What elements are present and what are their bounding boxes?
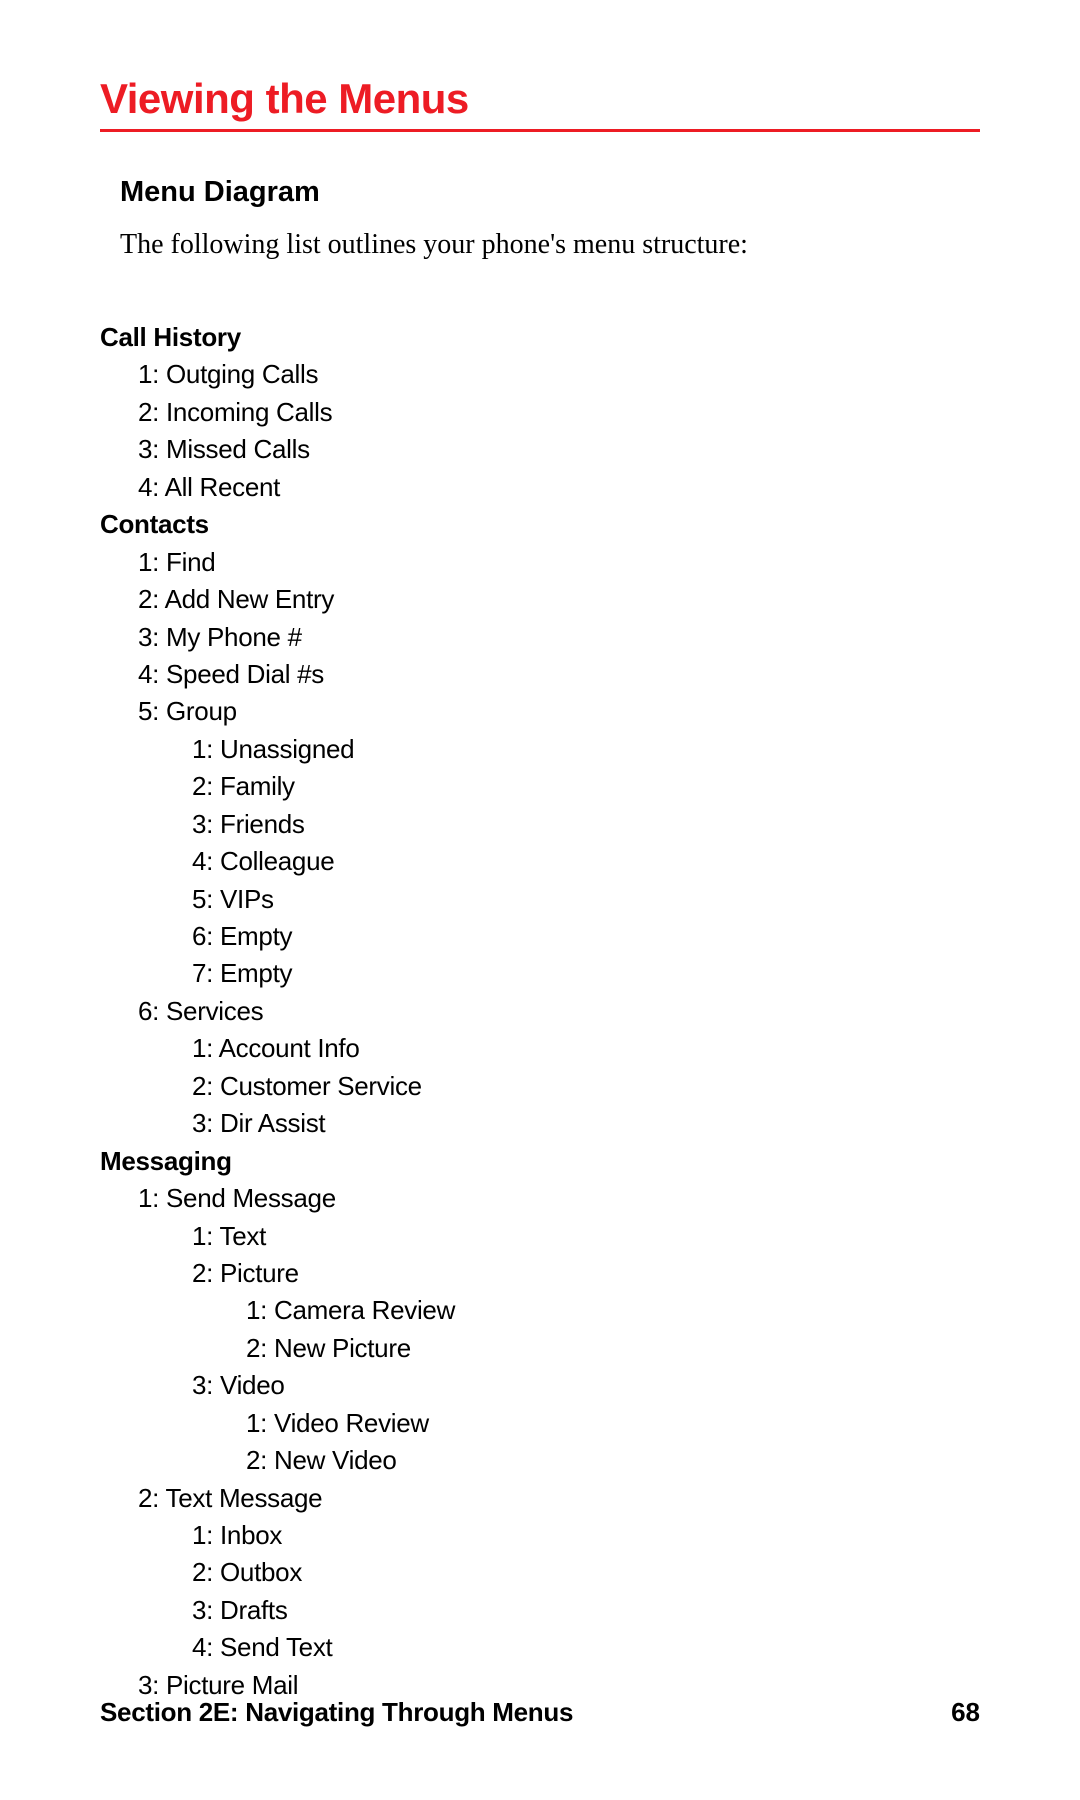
menu-item: 4: All Recent bbox=[138, 469, 980, 506]
menu-item: 3: Friends bbox=[192, 806, 980, 843]
footer-page-number: 68 bbox=[951, 1697, 980, 1728]
menu-item: 1: Camera Review bbox=[246, 1292, 980, 1329]
menu-item: 2: Add New Entry bbox=[138, 581, 980, 618]
menu-item: 3: Dir Assist bbox=[192, 1105, 980, 1142]
menu-item: 1: Text bbox=[192, 1218, 980, 1255]
menu-item: 1: Find bbox=[138, 544, 980, 581]
page-footer: Section 2E: Navigating Through Menus 68 bbox=[100, 1697, 980, 1728]
menu-item: 4: Colleague bbox=[192, 843, 980, 880]
menu-item: 2: Customer Service bbox=[192, 1068, 980, 1105]
menu-item: 3: Missed Calls bbox=[138, 431, 980, 468]
menu-item: 5: VIPs bbox=[192, 881, 980, 918]
subheading-menu-diagram: Menu Diagram bbox=[120, 176, 980, 209]
menu-item: 2: Text Message bbox=[138, 1480, 980, 1517]
menu-item: 2: New Picture bbox=[246, 1330, 980, 1367]
menu-item: 2: Incoming Calls bbox=[138, 394, 980, 431]
menu-item: 1: Account Info bbox=[192, 1030, 980, 1067]
footer-section-label: Section 2E: Navigating Through Menus bbox=[100, 1697, 573, 1728]
menu-item: 3: My Phone # bbox=[138, 619, 980, 656]
intro-paragraph: The following list outlines your phone's… bbox=[120, 229, 980, 261]
menu-item: 2: New Video bbox=[246, 1442, 980, 1479]
menu-item: 6: Services bbox=[138, 993, 980, 1030]
menu-item: 2: Outbox bbox=[192, 1554, 980, 1591]
menu-item: 3: Drafts bbox=[192, 1592, 980, 1629]
menu-item: 4: Send Text bbox=[192, 1629, 980, 1666]
menu-outline: Call History1: Outging Calls2: Incoming … bbox=[100, 319, 980, 1704]
menu-category: Contacts bbox=[100, 506, 980, 543]
page-title: Viewing the Menus bbox=[100, 75, 980, 132]
menu-item: 1: Unassigned bbox=[192, 731, 980, 768]
menu-item: 1: Inbox bbox=[192, 1517, 980, 1554]
menu-item: 2: Family bbox=[192, 768, 980, 805]
menu-item: 3: Video bbox=[192, 1367, 980, 1404]
menu-item: 1: Outging Calls bbox=[138, 356, 980, 393]
menu-item: 5: Group bbox=[138, 693, 980, 730]
menu-category: Call History bbox=[100, 319, 980, 356]
menu-item: 1: Video Review bbox=[246, 1405, 980, 1442]
menu-item: 2: Picture bbox=[192, 1255, 980, 1292]
menu-item: 4: Speed Dial #s bbox=[138, 656, 980, 693]
menu-item: 7: Empty bbox=[192, 955, 980, 992]
menu-category: Messaging bbox=[100, 1143, 980, 1180]
menu-item: 6: Empty bbox=[192, 918, 980, 955]
menu-item: 1: Send Message bbox=[138, 1180, 980, 1217]
